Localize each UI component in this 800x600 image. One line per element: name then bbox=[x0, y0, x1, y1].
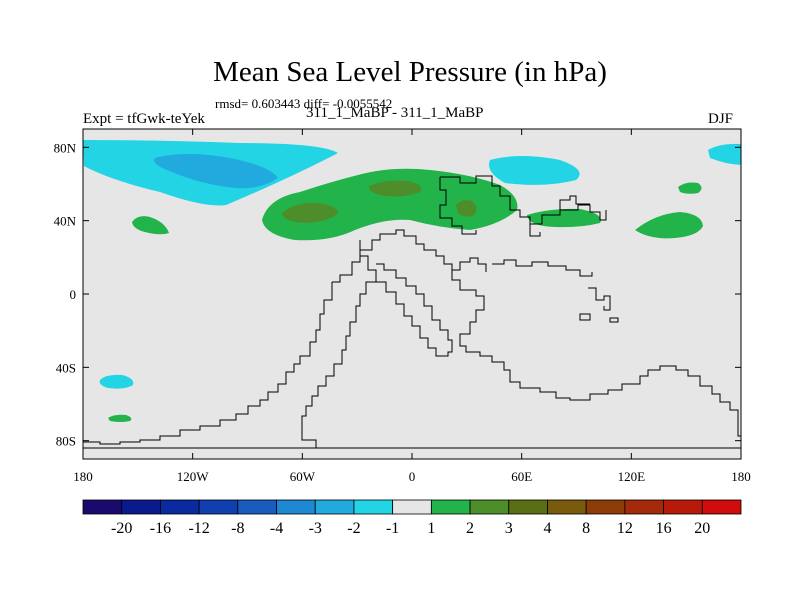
anomaly-south-pacific bbox=[99, 374, 134, 389]
colorbar-label: 1 bbox=[427, 520, 435, 537]
y-tick-label: 40N bbox=[54, 214, 77, 229]
x-tick-label: 60W bbox=[290, 469, 316, 484]
colorbar-swatch bbox=[547, 499, 587, 515]
continent-outlines bbox=[83, 175, 741, 449]
colorbar-label: -1 bbox=[386, 520, 399, 537]
colorbar-label: -4 bbox=[270, 520, 283, 537]
colorbar-label: -3 bbox=[309, 520, 322, 537]
outline-asia-south bbox=[492, 259, 593, 277]
colorbar-label: -8 bbox=[231, 520, 244, 537]
outline-islands bbox=[579, 313, 619, 323]
chart-title: Mean Sea Level Pressure (in hPa) bbox=[213, 56, 607, 88]
outline-pacific-islands bbox=[529, 224, 541, 237]
colorbar-swatch bbox=[237, 499, 277, 515]
x-tick-label: 120E bbox=[618, 469, 646, 484]
anomaly-south-pacific-green bbox=[108, 414, 132, 422]
anomaly-east-asia bbox=[635, 212, 703, 239]
x-tick-label: 180 bbox=[731, 469, 751, 484]
x-tick-label: 0 bbox=[409, 469, 416, 484]
outline-andes bbox=[376, 263, 453, 357]
outline-north-america bbox=[332, 229, 487, 283]
colorbar: -20 -16 -12 -8 -4 -3 -2 -1 1 2 3 4 8 12 16 20 bbox=[82, 499, 742, 537]
outline-europe bbox=[439, 177, 477, 235]
anomaly-eurasia-outer bbox=[262, 168, 518, 241]
y-tick-label: 80N bbox=[54, 140, 77, 155]
outline-central-america bbox=[83, 282, 333, 445]
rmsd-diff-stats: rmsd= 0.603443 diff= -0.0055542 bbox=[215, 96, 393, 111]
x-tick-label: 180 bbox=[73, 469, 93, 484]
colorbar-swatch bbox=[430, 499, 471, 515]
colorbar-swatch bbox=[508, 499, 548, 515]
colorbar-swatch bbox=[663, 499, 703, 515]
anomaly-eurasia-inner-west bbox=[282, 202, 338, 223]
colorbar-label: -20 bbox=[111, 520, 132, 537]
colorbar-swatch bbox=[198, 499, 239, 515]
colorbar-swatch bbox=[121, 499, 161, 515]
season-label: DJF bbox=[708, 111, 734, 127]
anomaly-pacific-west bbox=[132, 216, 169, 235]
x-tick-label: 120W bbox=[177, 469, 210, 484]
experiment-label: Expt = tfGwk-teYek bbox=[83, 111, 205, 127]
colorbar-label: -2 bbox=[347, 520, 360, 537]
y-tick-label: 0 bbox=[70, 287, 77, 302]
outline-south-america bbox=[451, 270, 739, 420]
colorbar-label: 3 bbox=[505, 520, 513, 537]
anomaly-arctic-asia bbox=[489, 156, 580, 185]
colorbar-label: -12 bbox=[188, 520, 209, 537]
anomaly-asia-small bbox=[678, 182, 702, 194]
colorbar-label: 2 bbox=[466, 520, 474, 537]
colorbar-swatch bbox=[276, 499, 316, 515]
colorbar-swatch bbox=[469, 499, 510, 515]
colorbar-swatch bbox=[392, 499, 432, 515]
colorbar-swatch bbox=[701, 499, 742, 515]
outline-antarctica bbox=[83, 420, 741, 449]
colorbar-swatch bbox=[585, 499, 626, 515]
colorbar-label: 12 bbox=[617, 520, 633, 537]
colorbar-swatch bbox=[353, 499, 394, 515]
colorbar-label: 4 bbox=[543, 520, 551, 537]
colorbar-label: -16 bbox=[150, 520, 171, 537]
chart-subtitle: 311_1_MaBP - 311_1_MaBP bbox=[306, 105, 484, 121]
anomaly-central-asia bbox=[527, 208, 601, 228]
x-axis: 180 120W 60W 0 60E 120E 180 bbox=[73, 129, 751, 484]
anomaly-arctic-east bbox=[708, 143, 741, 165]
colorbar-swatch bbox=[82, 499, 123, 515]
x-tick-label: 60E bbox=[511, 469, 532, 484]
outline-asia-east bbox=[559, 195, 590, 210]
outline-eurasia-north bbox=[440, 175, 607, 225]
colorbar-swatch bbox=[624, 499, 664, 515]
y-tick-label: 80S bbox=[56, 434, 76, 449]
anomaly-eurasia-inner-mid bbox=[368, 180, 422, 197]
colorbar-label: 20 bbox=[694, 520, 710, 537]
anomaly-north-pacific-inner bbox=[154, 154, 278, 189]
colorbar-swatch bbox=[314, 499, 355, 515]
outline-west-coast bbox=[301, 240, 377, 430]
y-axis: 80N 40N 0 40S 80S bbox=[54, 140, 741, 449]
y-tick-label: 40S bbox=[56, 360, 76, 375]
colorbar-label: 16 bbox=[656, 520, 672, 537]
anomaly-eurasia-inner-east bbox=[456, 200, 477, 217]
outline-indonesia bbox=[588, 287, 611, 311]
colorbar-swatch bbox=[160, 499, 200, 515]
colorbar-label: 8 bbox=[582, 520, 590, 537]
